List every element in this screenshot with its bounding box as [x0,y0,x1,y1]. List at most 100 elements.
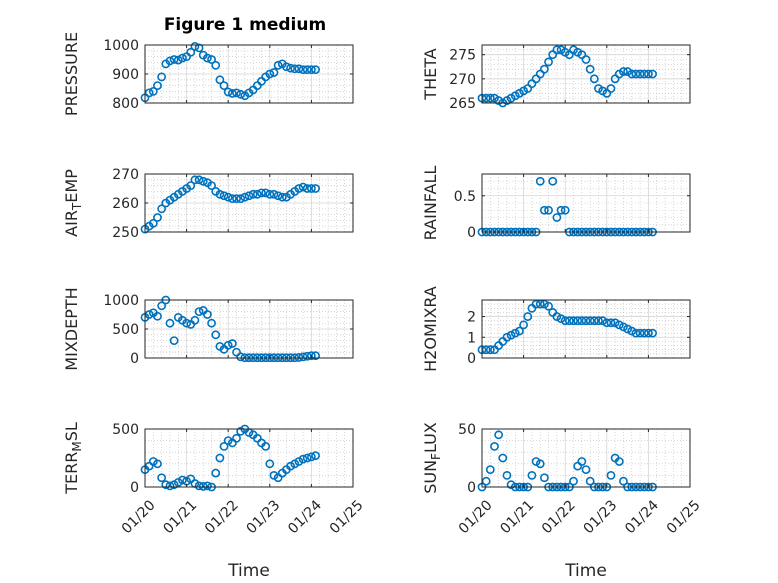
data-point [581,465,591,474]
data-point [502,470,512,480]
data-point [540,64,549,74]
data-series [140,175,320,234]
data-point [282,62,291,72]
ticks [144,173,354,233]
data-point [157,72,167,82]
data-point [606,318,616,328]
y-tick-label: 1000 [103,293,139,309]
data-point [182,318,191,328]
data-point [207,55,216,64]
data-point [227,194,237,204]
axes-box [481,299,691,359]
data-point [302,65,312,75]
data-point [144,310,154,319]
y-axis-label: SUNFLUX [421,422,443,494]
data-point [148,218,158,228]
data-point [294,184,304,193]
ticks [481,300,691,359]
data-point [290,64,300,74]
data-point [556,205,566,215]
x-axis-label: Time [227,561,270,581]
data-point [548,176,558,186]
data-point [544,205,553,215]
data-point [277,192,287,202]
data-point [510,328,520,338]
data-point [157,301,167,311]
data-point [606,470,616,480]
data-point [232,88,241,98]
data-point [302,351,312,361]
subplot-6: 0 1 2 H2OMIXRA [421,286,691,372]
data-point [494,430,504,440]
data-point [306,351,316,361]
data-point [227,339,237,348]
data-point [506,330,516,340]
data-point [311,184,320,193]
y-tick-label: 0 [467,480,476,496]
data-point [311,451,320,461]
data-point [585,476,595,486]
subplot-3: 250 260 270 AIRTEMP [62,167,354,241]
data-point [215,189,225,199]
data-point [631,328,641,338]
y-axis-label: PRESSURE [62,32,81,116]
y-tick-label: 270 [449,72,476,88]
data-point [153,311,162,321]
data-point [219,191,229,201]
data-point [223,87,233,97]
figure-title: Figure 1 medium [164,15,326,35]
data-point [194,481,204,491]
data-point [585,316,595,326]
y-axis-label: TERRMSL [62,422,84,495]
data-point [581,316,591,326]
y-tick-label: 50 [458,422,476,438]
ticks [481,45,691,104]
data-point [577,316,587,326]
data-point [202,310,212,319]
data-point [627,326,637,336]
axes-box [481,44,691,104]
data-point [581,55,591,64]
y-tick-label: 500 [112,322,139,338]
subplot-2: 265 270 275 THETA [421,44,691,112]
data-point [519,320,528,330]
data-point [273,60,283,70]
data-point [564,316,574,326]
data-point [535,176,545,186]
data-point [598,316,608,326]
y-tick-label: 250 [112,225,139,241]
data-point [298,454,308,464]
y-tick-label: 800 [112,96,139,112]
data-point [648,328,657,338]
data-point [202,53,212,63]
data-point [606,84,616,93]
y-tick-label: 270 [112,167,139,183]
data-point [265,189,275,199]
data-point [236,89,246,99]
data-point [535,459,545,469]
data-point [198,176,208,186]
data-point [639,328,649,338]
data-point [202,481,212,491]
y-tick-label: 0 [467,351,476,367]
data-point [286,63,295,73]
data-point [523,312,533,321]
ticks [144,428,354,488]
data-point [207,318,216,328]
data-point [190,315,200,325]
data-point [481,476,491,486]
data-point [614,457,624,466]
data-point [157,473,167,483]
data-point [269,189,279,199]
data-series [140,42,320,103]
data-point [232,433,241,443]
y-tick-label: 2 [467,310,476,326]
data-point [148,87,158,96]
data-point [602,318,612,328]
axes-box [481,428,691,488]
data-point [589,74,599,84]
data-point [269,68,279,77]
data-point [298,182,308,192]
